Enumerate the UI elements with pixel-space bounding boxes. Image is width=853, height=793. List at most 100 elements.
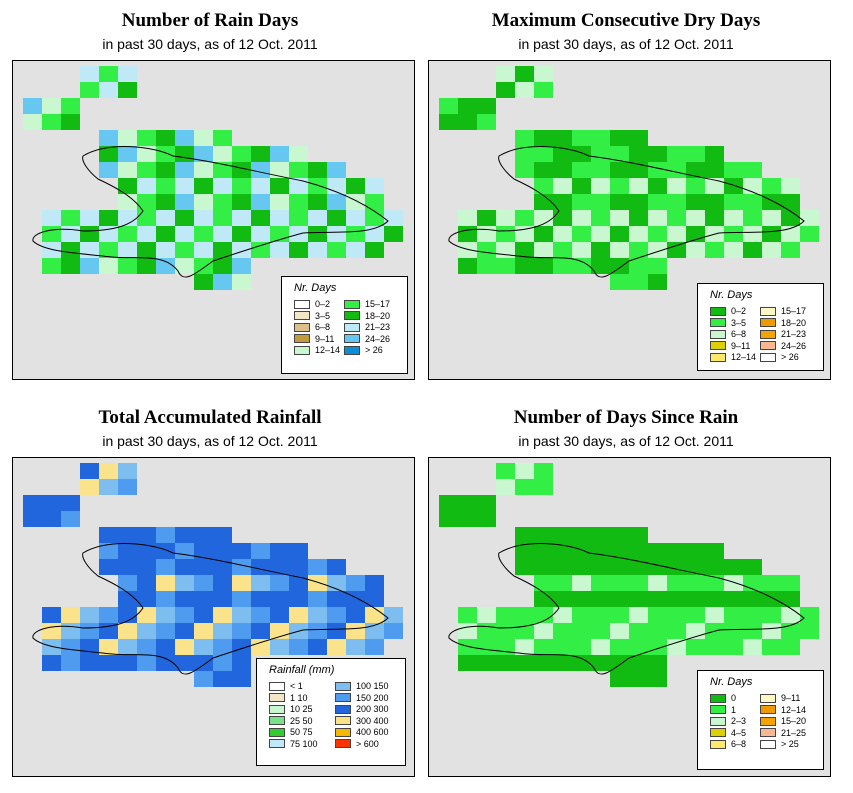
grid-cell	[289, 146, 308, 162]
grid-cell	[515, 130, 534, 146]
legend-item: 10 25	[269, 704, 313, 714]
grid-cell	[232, 226, 251, 242]
grid-cell	[591, 543, 610, 559]
grid-cell	[458, 226, 477, 242]
grid-cell	[648, 655, 667, 671]
grid-cell	[648, 146, 667, 162]
legend-swatch	[710, 705, 726, 714]
grid-cell	[553, 178, 572, 194]
grid-cell	[327, 639, 346, 655]
grid-cell	[781, 210, 800, 226]
grid-cell	[213, 226, 232, 242]
legend-label: 3–5	[731, 317, 747, 328]
grid-cell	[553, 527, 572, 543]
grid-cell	[289, 242, 308, 258]
grid-cell	[686, 146, 705, 162]
grid-cell	[610, 162, 629, 178]
grid-cell	[572, 623, 591, 639]
grid-cell	[572, 591, 591, 607]
grid-cell	[270, 543, 289, 559]
grid-cell	[175, 258, 194, 274]
legend-swatch	[710, 329, 726, 339]
grid-cell	[705, 591, 724, 607]
grid-cell	[591, 226, 610, 242]
grid-cell	[648, 226, 667, 242]
grid-cell	[534, 463, 553, 479]
grid-cell	[629, 607, 648, 623]
legend-label: 4–5	[731, 727, 747, 738]
grid-cell	[515, 210, 534, 226]
grid-cell	[42, 114, 61, 130]
grid-cell	[648, 559, 667, 575]
legend-label: 6–8	[315, 322, 331, 332]
grid-cell	[534, 607, 553, 623]
grid-cell	[629, 210, 648, 226]
grid-cell	[80, 82, 99, 98]
legend-swatch	[335, 693, 351, 702]
grid-cell	[156, 639, 175, 655]
legend-label: 6–8	[731, 739, 747, 749]
grid-cell	[270, 575, 289, 591]
grid-cell	[194, 162, 213, 178]
grid-cell	[629, 639, 648, 655]
grid-cell	[800, 226, 819, 242]
grid-cell	[667, 162, 686, 178]
grid-cell	[591, 162, 610, 178]
legend-swatch	[269, 704, 285, 714]
grid-cell	[346, 575, 365, 591]
grid-cell	[458, 639, 477, 655]
legend-item: 12–14	[760, 705, 806, 715]
grid-cell	[156, 146, 175, 162]
grid-cell	[137, 258, 156, 274]
legend-item: 100 150	[335, 681, 389, 691]
grid-cell	[365, 242, 384, 258]
grid-cell	[118, 463, 137, 479]
grid-cell	[232, 274, 251, 290]
grid-cell	[346, 591, 365, 607]
grid-cell	[610, 671, 629, 687]
grid-cell	[194, 527, 213, 543]
legend-label: 50 75	[290, 727, 313, 737]
grid-cell	[591, 258, 610, 274]
grid-cell	[610, 178, 629, 194]
grid-cell	[724, 162, 743, 178]
grid-cell	[610, 639, 629, 655]
grid-cell	[156, 543, 175, 559]
grid-cell	[213, 639, 232, 655]
grid-cell	[365, 178, 384, 194]
grid-cell	[99, 162, 118, 178]
legend-label: 2–3	[731, 716, 747, 726]
legend-label: 6–8	[731, 329, 747, 339]
legend-swatch	[710, 739, 726, 749]
grid-cell	[648, 274, 667, 290]
grid-cell	[137, 146, 156, 162]
grid-cell	[137, 178, 156, 194]
grid-cell	[629, 559, 648, 575]
panel-title: Number of Days Since Rain	[513, 407, 739, 428]
grid-cell	[496, 479, 515, 495]
grid-cell	[477, 495, 496, 511]
grid-cell	[118, 527, 137, 543]
grid-cell	[327, 607, 346, 623]
grid-cell	[327, 210, 346, 226]
grid-cell	[175, 130, 194, 146]
grid-cell	[213, 194, 232, 210]
legend-item: 150 200	[335, 693, 389, 703]
grid-cell	[270, 162, 289, 178]
grid-cell	[477, 226, 496, 242]
grid-cell	[365, 575, 384, 591]
grid-cell	[213, 210, 232, 226]
grid-cell	[61, 655, 80, 671]
grid-cell	[591, 655, 610, 671]
grid-cell	[175, 575, 194, 591]
legend: Nr. Days 0–2 3–5 6–8 9–11 12–14 15–17 18–20 21–…	[281, 276, 408, 374]
grid-cell	[61, 242, 80, 258]
grid-cell	[213, 130, 232, 146]
grid-cell	[477, 511, 496, 527]
grid-cell	[213, 607, 232, 623]
legend-swatch	[344, 334, 360, 343]
grid-cell	[610, 194, 629, 210]
grid-cell	[137, 591, 156, 607]
grid-cell	[194, 639, 213, 655]
grid-cell	[118, 639, 137, 655]
